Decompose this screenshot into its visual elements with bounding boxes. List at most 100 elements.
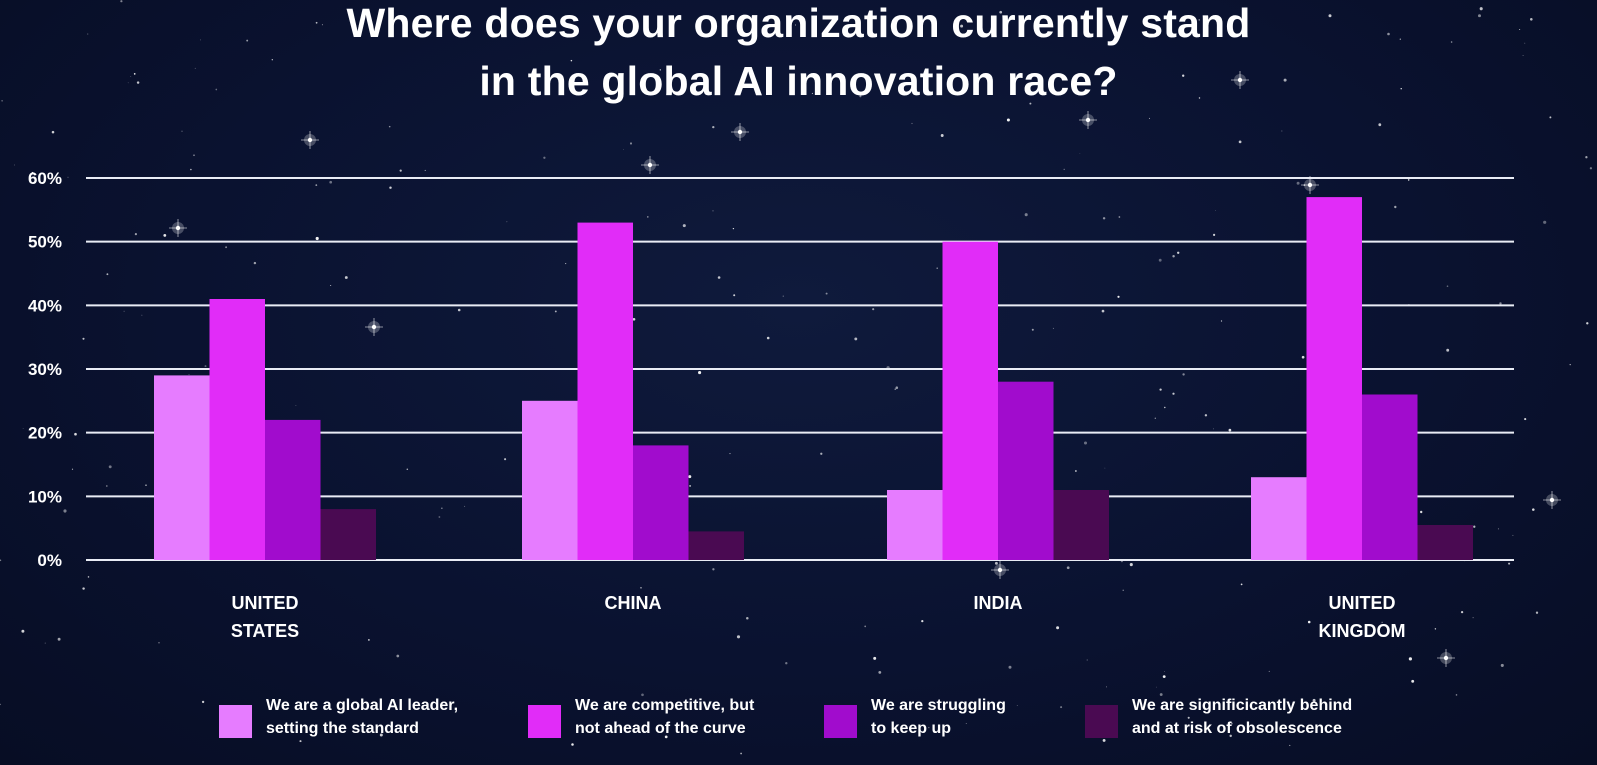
star <box>1063 168 1065 171</box>
star <box>1472 617 1474 619</box>
star <box>31 171 34 174</box>
star <box>105 485 108 487</box>
star <box>141 314 143 316</box>
star <box>1052 327 1054 329</box>
star <box>795 24 797 26</box>
star <box>1148 117 1150 119</box>
star <box>1399 38 1401 40</box>
star <box>895 386 899 389</box>
star <box>1586 322 1589 325</box>
star <box>1158 258 1162 262</box>
star <box>1006 118 1010 122</box>
star <box>1394 205 1397 209</box>
star <box>158 642 160 644</box>
star <box>632 317 636 321</box>
x-category-label: KINGDOM <box>1319 621 1406 641</box>
star <box>215 88 218 91</box>
star <box>911 122 913 125</box>
star <box>136 81 140 84</box>
x-category-label: UNITED <box>232 593 299 613</box>
bar-series4-cat4 <box>1417 525 1473 560</box>
star <box>133 73 136 75</box>
star <box>204 365 207 368</box>
star-sparkle <box>301 131 319 149</box>
bar-series1-cat1 <box>154 375 210 560</box>
star <box>640 587 642 589</box>
star <box>163 233 167 237</box>
star <box>1589 167 1593 170</box>
bar-series3-cat4 <box>1362 394 1418 560</box>
star <box>1522 54 1524 57</box>
star <box>464 505 466 507</box>
star <box>406 468 409 471</box>
star <box>1198 19 1200 21</box>
chart-title-line-1: Where does your organization currently s… <box>346 0 1251 46</box>
star <box>1029 102 1032 105</box>
x-axis: UNITED STATES CHINA INDIA UNITED KINGDOM <box>231 593 1406 641</box>
star <box>729 453 731 455</box>
x-category-label: INDIA <box>974 593 1023 613</box>
star-sparkle <box>991 561 1009 579</box>
star <box>87 33 89 35</box>
star <box>82 587 85 590</box>
star <box>1381 621 1383 623</box>
bar-series1-cat3 <box>887 490 943 560</box>
star <box>504 458 507 461</box>
star <box>1159 693 1163 696</box>
star-sparkle <box>1079 111 1097 129</box>
star <box>1460 610 1464 614</box>
star <box>965 722 967 725</box>
bar-series4-cat1 <box>320 509 376 560</box>
star <box>1220 320 1223 322</box>
star <box>1117 295 1120 298</box>
star <box>999 10 1003 14</box>
star <box>63 509 67 513</box>
star <box>878 670 882 674</box>
bar-series4-cat3 <box>1053 490 1109 560</box>
star <box>321 24 323 26</box>
legend-item-4: We are significicantly behind and at ris… <box>1085 694 1352 740</box>
star-sparkle <box>1301 176 1319 194</box>
star <box>664 735 668 739</box>
star <box>330 285 332 286</box>
star <box>1296 181 1300 185</box>
star <box>732 227 735 230</box>
star <box>457 308 461 312</box>
star <box>1104 467 1106 469</box>
star <box>14 164 15 166</box>
y-tick-label: 20% <box>28 424 62 443</box>
legend-swatch-3 <box>824 705 857 738</box>
star <box>120 0 123 3</box>
star <box>389 186 392 189</box>
star <box>1024 213 1028 217</box>
star <box>1446 285 1449 287</box>
star <box>71 468 74 470</box>
star <box>1182 74 1185 77</box>
star <box>0 559 2 562</box>
legend: We are a global AI leader, setting the s… <box>0 694 1597 754</box>
legend-label-3: We are struggling to keep up <box>871 697 1006 737</box>
chart-title-line-2: in the global AI innovation race? <box>479 58 1118 104</box>
star <box>894 388 897 391</box>
star <box>44 642 46 644</box>
star <box>130 75 132 77</box>
star <box>1524 418 1527 421</box>
star <box>193 154 195 157</box>
star <box>438 516 441 518</box>
star-sparkle <box>731 123 749 141</box>
star <box>1122 589 1124 591</box>
x-category-label: STATES <box>231 621 299 641</box>
legend-item-2: We are competitive, but not ahead of the… <box>528 694 754 740</box>
star <box>127 82 129 84</box>
star <box>1008 665 1012 669</box>
legend-swatch-1 <box>219 705 252 738</box>
star <box>1155 686 1157 688</box>
star <box>1535 611 1539 614</box>
star <box>1499 302 1502 305</box>
star <box>1016 705 1018 706</box>
star <box>717 276 721 279</box>
star <box>1154 417 1156 419</box>
star <box>859 95 862 98</box>
star <box>181 130 183 132</box>
